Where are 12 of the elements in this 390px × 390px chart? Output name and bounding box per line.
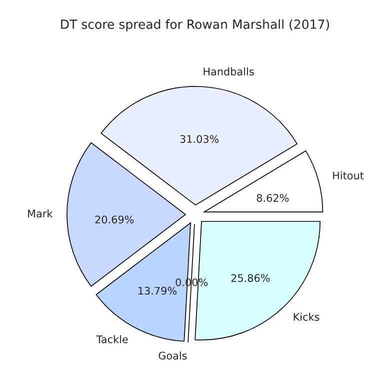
slice-label: Mark (28, 209, 53, 218)
data-label: 20.69% (95, 216, 134, 224)
slice-label: Tackle (96, 335, 128, 344)
data-label: 31.03% (180, 135, 219, 143)
category-label: Goals (158, 352, 187, 360)
data-label: 13.79% (138, 286, 177, 295)
slice-label: Kicks (294, 312, 320, 321)
data-label: 25.86% (231, 274, 270, 282)
slice-label: Hitout (333, 171, 364, 180)
slice-label: Handballs (204, 67, 254, 76)
data-label: 8.62% (256, 194, 289, 202)
chart-title: DT score spread for Rowan Marshall (2017) (61, 19, 330, 32)
